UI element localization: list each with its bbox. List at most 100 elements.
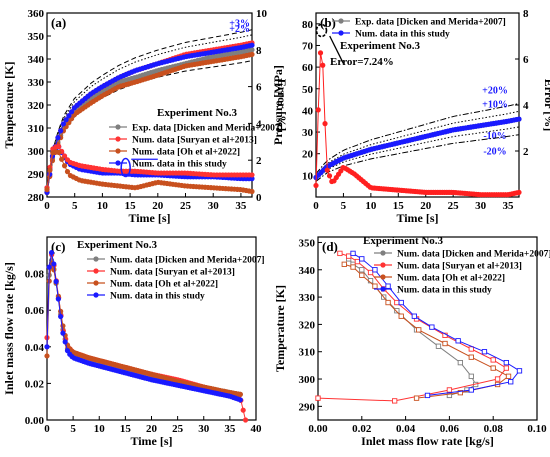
x-tick-label: 20 [146,423,158,435]
error-arrow [329,35,345,64]
panel-3: 0.00 0.02 0.04 0.06 0.08 0.10 290 300 310 320 330 3… [273,235,550,448]
trajectory-marker [411,313,418,319]
flow-rate-marker [55,296,61,302]
trajectory-marker [398,313,404,319]
trajectory-marker [372,267,378,273]
x-tick-label: 0.04 [396,423,416,435]
band-label: +3% [229,19,250,30]
trajectory-marker [385,283,391,289]
trajectory-marker [359,267,365,273]
legend-marker [338,18,344,24]
flow-rate-marker [44,353,50,359]
legend-entry: Num. data [Oh et al+2022] [132,148,240,158]
x-axis-label: Time [s] [128,211,170,225]
legend-marker [93,268,99,274]
legend-marker [93,256,99,262]
flow-rate-marker [62,339,68,345]
legend-marker [115,136,121,142]
error-marker [61,163,68,169]
y-tick-label: 50 [302,84,314,96]
y-tick-label: 300 [299,374,316,386]
legend-entry: Num. data [Dicken and Merida+2007] [110,256,265,266]
flow-rate-marker [64,348,71,354]
y-tick-label: 280 [28,192,45,204]
error-marker [64,169,71,175]
error-marker [317,50,324,56]
y-tick-label: 340 [28,54,45,66]
legend-entry: Num. data [Oh et al+2022] [397,274,505,284]
error-marker [326,173,333,179]
error-marker [56,143,62,150]
legend-marker [115,124,121,130]
y-tick-label: 0.08 [25,269,45,281]
trajectory-marker [341,261,347,267]
trajectory-marker [315,395,321,401]
x-tick-label: 5 [72,200,78,212]
x-tick-label: 25 [448,200,460,212]
legend-marker [115,160,121,166]
x-tick-label: 35 [224,423,236,435]
trajectory-marker [508,379,514,385]
trajectory-marker [435,343,442,349]
x-tick-label: 25 [180,200,192,212]
error-marker [249,172,255,178]
legend-entry: Num. data in this study [355,30,450,40]
flow-rate-marker [237,391,243,397]
pressure-marker [516,116,522,122]
y-tick-label: 30 [302,127,314,139]
x-tick-label: 30 [198,423,210,435]
y-tick-label: 20 [302,149,314,161]
x-tick-label: 10 [365,200,377,212]
band-label: +20% [482,85,508,96]
band-label: +10% [482,99,508,110]
trajectory-marker [468,354,474,360]
legend-entry: Num. data [Dicken and Merida+2007] [397,250,550,260]
y-tick-label: 330 [28,77,45,89]
trajectory-marker [359,272,365,278]
flow-rate-marker [48,249,55,256]
trajectory-marker [503,365,509,371]
y-axis-label: Pressure [MPa] [271,65,285,145]
experiment-label: Experiment No.3 [77,239,158,251]
legend-marker [380,250,386,256]
trajectory-marker [350,264,356,270]
flow-rate-marker [44,344,50,350]
legend-marker [115,148,121,154]
trajectory-marker [367,269,374,276]
y2-axis-label: Error [%] [275,79,289,132]
flow-rate-marker [60,330,66,336]
panel-label: (a) [51,15,66,30]
trajectory-marker [350,250,356,257]
flow-rate-marker [242,417,249,423]
trajectory-marker [413,395,420,401]
y-tick-label: 10 [302,170,314,182]
y-tick-label: 340 [299,265,316,277]
error-marker [59,156,65,162]
error-marker [322,121,328,127]
flow-rate-marker [51,267,57,273]
y-tick-label: 70 [302,40,314,52]
error-marker [516,189,522,195]
y-tick-label: 320 [299,319,316,331]
temperature-marker [66,113,72,119]
trajectory-marker [503,359,509,366]
x-tick-label: 15 [393,200,405,212]
flow-rate-marker [46,264,52,270]
trajectory-marker [490,365,496,371]
trajectory-marker [392,398,398,404]
y-tick-label: 350 [28,31,45,43]
x-tick-label: 20 [420,200,432,212]
x-tick-label: 10 [97,200,109,212]
x-tick-label: 5 [70,423,76,435]
tolerance-band [46,29,253,192]
x-axis-label: Time [s] [396,211,438,225]
legend-entry: Num. data [Oh et al+2022] [110,280,218,290]
tolerance-band [315,110,520,176]
legend-marker [338,30,344,36]
trajectory-series [344,263,510,399]
trajectory-marker [424,392,431,399]
legend-entry: Num. data in this study [397,286,492,296]
x-tick-label: 30 [475,200,487,212]
legend-entry: Num. data [Suryan et al+2013] [110,268,235,278]
legend-entry: Num. data [Suryan et al+2013] [132,136,257,146]
